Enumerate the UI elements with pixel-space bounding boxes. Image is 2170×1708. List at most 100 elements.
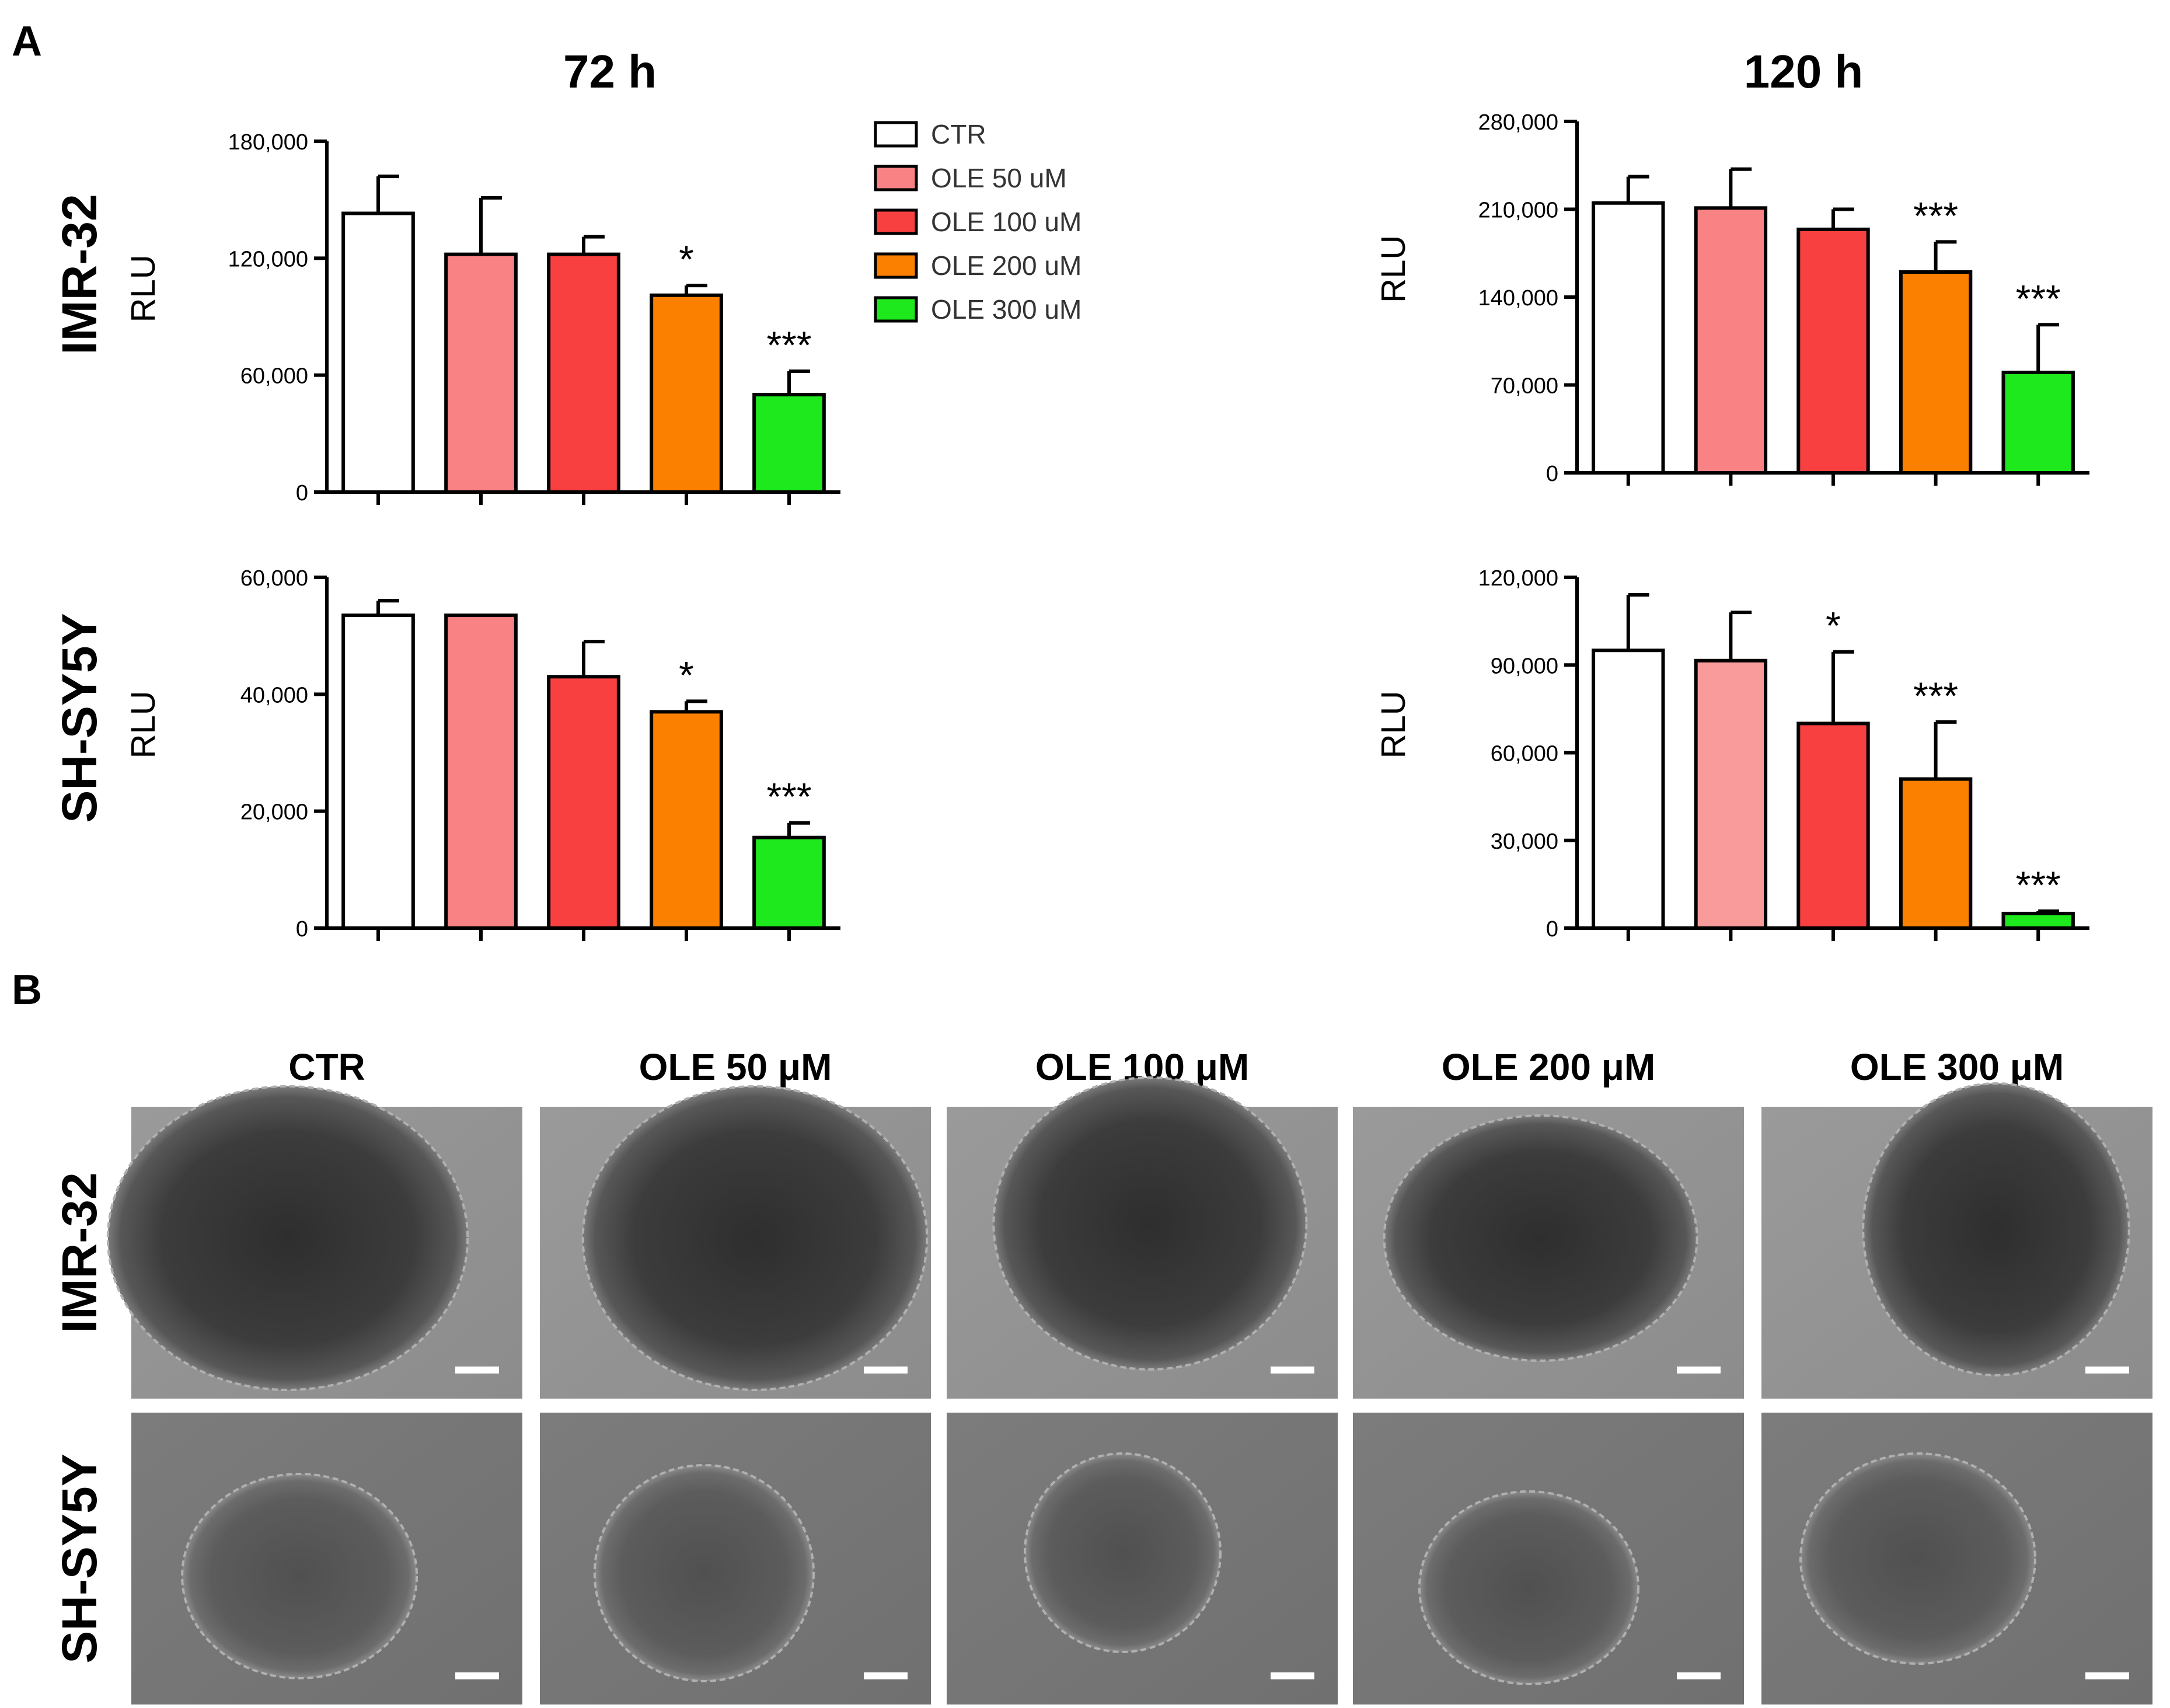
micrograph-image xyxy=(947,1413,1338,1704)
scale-bar xyxy=(455,1367,499,1374)
scale-bar xyxy=(1271,1367,1314,1374)
bar xyxy=(1592,201,1665,475)
legend-swatch xyxy=(874,165,918,191)
bar xyxy=(1796,227,1870,475)
y-tick-label: 60,000 xyxy=(1491,742,1558,766)
significance-mark: *** xyxy=(1913,674,1958,717)
spheroid xyxy=(1862,1082,2130,1376)
spheroid xyxy=(1799,1452,2036,1665)
bar xyxy=(547,252,620,494)
legend-swatch xyxy=(874,208,918,235)
significance-mark: *** xyxy=(766,775,811,818)
spheroid xyxy=(181,1473,418,1679)
micrograph-image xyxy=(1761,1082,2152,1399)
bar xyxy=(444,614,518,930)
micrograph-image xyxy=(947,1076,1338,1399)
bar xyxy=(341,614,415,930)
legend-swatch xyxy=(874,252,918,279)
micrograph-image xyxy=(131,1413,522,1704)
y-tick-label: 90,000 xyxy=(1491,654,1558,678)
y-tick-label: 210,000 xyxy=(1478,198,1558,223)
y-tick-label: 60,000 xyxy=(240,566,308,591)
bar xyxy=(1694,658,1768,930)
y-axis-label: RLU xyxy=(124,255,162,322)
legend-swatch xyxy=(874,296,918,323)
bar xyxy=(2001,371,2075,475)
bar xyxy=(752,393,826,494)
significance-mark: * xyxy=(1826,604,1841,647)
legend-label: OLE 200 uM xyxy=(931,250,1081,281)
micrograph-column-label: CTR xyxy=(288,1046,365,1088)
y-axis-label: RLU xyxy=(124,691,162,758)
bar xyxy=(650,710,723,930)
bar xyxy=(1592,649,1665,930)
spheroid xyxy=(581,1085,929,1391)
micrograph-image xyxy=(540,1413,931,1704)
scale-bar xyxy=(1271,1672,1314,1679)
y-axis-label: RLU xyxy=(1374,691,1412,758)
y-axis-label: RLU xyxy=(1374,235,1412,303)
micrograph-image xyxy=(540,1085,931,1399)
scale-bar xyxy=(1677,1672,1721,1679)
micrograph-image xyxy=(1353,1107,1744,1399)
bar xyxy=(650,293,723,494)
time-header-120h: 120 h xyxy=(1744,46,1864,97)
y-tick-label: 20,000 xyxy=(240,800,308,825)
scale-bar xyxy=(2085,1367,2129,1374)
bar xyxy=(444,252,518,494)
legend: CTR OLE 50 uM OLE 100 uM OLE 200 uM OLE 300 … xyxy=(874,119,1081,325)
spheroid xyxy=(1383,1114,1698,1362)
significance-mark: *** xyxy=(766,323,811,367)
micrograph-column-label: OLE 50 μM xyxy=(639,1046,832,1088)
micrograph-row-label: SH-SY5Y xyxy=(52,1453,107,1663)
y-tick-label: 120,000 xyxy=(1478,566,1558,591)
legend-label: OLE 50 uM xyxy=(931,163,1067,193)
bar xyxy=(2001,911,2075,930)
y-tick-label: 120,000 xyxy=(228,247,308,271)
row-label-shsy5y: SH-SY5Y xyxy=(52,613,107,822)
spheroid xyxy=(593,1464,815,1682)
y-tick-label: 180,000 xyxy=(228,130,308,155)
spheroid xyxy=(992,1076,1308,1371)
y-tick-label: 280,000 xyxy=(1478,110,1558,135)
bar xyxy=(752,835,826,930)
legend-label: CTR xyxy=(931,119,986,149)
row-label-imr32: IMR-32 xyxy=(52,194,107,354)
significance-mark: * xyxy=(679,238,694,281)
time-header-72h: 72 h xyxy=(563,46,657,97)
micrograph-column-label: OLE 200 μM xyxy=(1442,1046,1655,1088)
spheroid xyxy=(1418,1490,1640,1685)
y-tick-label: 0 xyxy=(1546,462,1558,486)
panel-a-label: A xyxy=(12,18,42,65)
micrograph-image xyxy=(1761,1413,2152,1704)
legend-label: OLE 300 uM xyxy=(931,294,1081,325)
spheroid xyxy=(106,1085,469,1391)
significance-mark: *** xyxy=(2016,863,2061,907)
chart-120h-imr32: 0 70,000 140,000 210,000 280,000 RLU *** *** xyxy=(1374,110,2089,486)
significance-mark: *** xyxy=(1913,194,1958,237)
bar xyxy=(1796,721,1870,930)
scale-bar xyxy=(455,1672,499,1679)
significance-mark: *** xyxy=(2016,277,2061,320)
micrograph-row-label: IMR-32 xyxy=(52,1172,107,1333)
legend-label: OLE 100 uM xyxy=(931,207,1081,237)
bar xyxy=(1694,206,1768,475)
spheroid xyxy=(1024,1452,1222,1653)
micrograph-column-label: OLE 300 μM xyxy=(1850,1046,2064,1088)
panel-b-label: B xyxy=(12,967,42,1013)
scale-bar xyxy=(864,1672,908,1679)
scale-bar xyxy=(2085,1672,2129,1679)
bar xyxy=(1899,777,1973,930)
y-tick-label: 140,000 xyxy=(1478,286,1558,311)
y-tick-label: 70,000 xyxy=(1491,374,1558,399)
significance-mark: * xyxy=(679,653,694,696)
micrograph-image xyxy=(1353,1413,1744,1704)
micrograph-panel: CTR OLE 50 μM OLE 100 μM OLE 200 μM OLE 300 … xyxy=(52,1046,2152,1704)
legend-swatch xyxy=(874,121,918,148)
micrograph-image xyxy=(106,1085,522,1399)
y-tick-label: 0 xyxy=(296,917,308,942)
